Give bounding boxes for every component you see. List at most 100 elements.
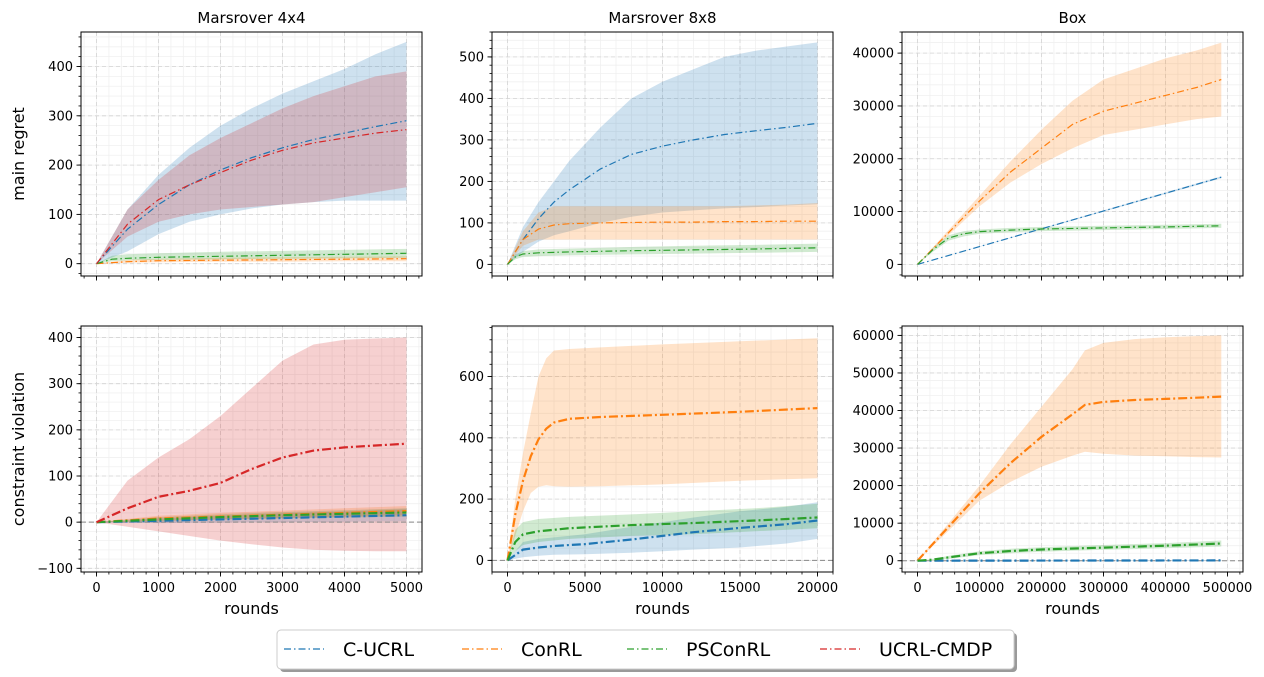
plot-area xyxy=(506,42,818,265)
band-ucrl-cmdp xyxy=(96,71,407,264)
series-line-conrl xyxy=(917,78,1222,265)
series-line-psconrl xyxy=(917,542,1222,562)
band-psconrl xyxy=(917,223,1222,265)
legend-label: UCRL-CMDP xyxy=(879,639,992,661)
y-axis-label: constraint violation xyxy=(9,372,28,526)
ticks xyxy=(897,327,1241,577)
x-tick-label: 10000 xyxy=(642,581,683,596)
y-tick-label: 0 xyxy=(65,516,73,531)
axes-frame xyxy=(80,31,423,277)
band-conrl xyxy=(507,203,818,265)
band-ucrl-cmdp xyxy=(96,337,407,552)
band-conrl xyxy=(917,335,1222,561)
plot-area xyxy=(902,335,1243,562)
legend-label: PSConRL xyxy=(686,639,771,661)
series-line-conrl xyxy=(96,258,407,265)
ticks xyxy=(487,327,834,577)
x-tick-label: 5000 xyxy=(390,581,423,596)
band-conrl xyxy=(96,506,407,523)
series-line-c-ucrl xyxy=(96,514,407,524)
y-tick-label: 300 xyxy=(48,109,73,124)
legend-entry-conrl: ConRL xyxy=(462,639,582,661)
series-line-ucrl-cmdp xyxy=(96,442,407,524)
y-tick-label: 50000 xyxy=(853,366,894,381)
plot-area xyxy=(917,42,1222,265)
y-tick-label: 40000 xyxy=(853,47,894,62)
y-tick-label: 600 xyxy=(459,370,484,385)
series-line-c-ucrl xyxy=(917,176,1222,265)
band-psconrl xyxy=(917,540,1222,561)
chart-panel-5: 0 5000 10000 15000 20000 0 200 400 600 rounds xyxy=(459,325,838,618)
chart-panel-6: 0 100000 200000 300000 400000 500000 0 10000 200… xyxy=(853,325,1253,618)
band-c-ucrl xyxy=(507,502,818,561)
legend-label: C-UCRL xyxy=(343,639,414,661)
y-tick-label: 0 xyxy=(65,257,73,272)
legend-entry-c-ucrl: C-UCRL xyxy=(284,639,414,661)
y-tick-label: 100 xyxy=(48,470,73,485)
y-tick-label: 500 xyxy=(459,50,484,65)
y-tick-label: 0 xyxy=(476,554,484,569)
x-tick-label: 100000 xyxy=(955,581,1005,596)
y-tick-label: 300 xyxy=(459,133,484,148)
band-conrl xyxy=(917,42,1222,265)
series-line-conrl xyxy=(916,395,1222,562)
band-psconrl xyxy=(507,503,818,561)
y-tick-label: 200 xyxy=(459,493,484,508)
axes-frame xyxy=(901,325,1244,573)
band-c-ucrl xyxy=(96,41,407,264)
ticks xyxy=(76,36,420,281)
chart-panel-3: 0 10000 20000 30000 40000 Box xyxy=(853,9,1244,281)
series-line-c-ucrl xyxy=(506,122,818,265)
legend-entry-ucrl-cmdp: UCRL-CMDP xyxy=(820,639,992,661)
x-tick-label: 5000 xyxy=(568,581,601,596)
y-tick-label: 10000 xyxy=(853,517,894,532)
y-tick-label: 400 xyxy=(48,331,73,346)
plot-area xyxy=(96,41,407,265)
y-tick-label: 0 xyxy=(886,258,894,273)
chart-panel-4: 0 1000 2000 3000 4000 5000 −100 0 100 200 300 400 ro… xyxy=(9,325,423,618)
plot-area xyxy=(492,338,833,562)
series-line-conrl xyxy=(506,220,818,265)
y-tick-label: 20000 xyxy=(853,479,894,494)
grid xyxy=(81,32,422,276)
y-tick-label: 200 xyxy=(459,175,484,190)
x-tick-label: 0 xyxy=(92,581,100,596)
y-tick-label: 200 xyxy=(48,423,73,438)
series-line-ucrl-cmdp xyxy=(96,129,407,265)
y-tick-label: 400 xyxy=(459,92,484,107)
y-tick-label: 400 xyxy=(48,60,73,75)
x-tick-label: 1000 xyxy=(142,581,175,596)
y-tick-label: 60000 xyxy=(853,329,894,344)
y-tick-label: 100 xyxy=(48,208,73,223)
x-axis-label: rounds xyxy=(635,599,690,618)
axes-frame xyxy=(901,31,1244,277)
series-line-c-ucrl xyxy=(506,519,818,562)
plot-area xyxy=(81,337,422,552)
panel-title: Marsrover 4x4 xyxy=(197,9,305,27)
panel-title: Marsrover 8x8 xyxy=(608,9,716,27)
ticks xyxy=(897,31,1241,281)
y-tick-label: 30000 xyxy=(853,99,894,114)
x-tick-label: 20000 xyxy=(797,581,838,596)
y-tick-label: 400 xyxy=(459,431,484,446)
x-tick-label: 15000 xyxy=(719,581,760,596)
ticks xyxy=(76,327,420,577)
band-c-ucrl xyxy=(507,42,818,265)
x-tick-label: 2000 xyxy=(204,581,237,596)
y-tick-label: 0 xyxy=(886,554,894,569)
y-tick-label: 200 xyxy=(48,159,73,174)
ticks xyxy=(487,31,834,281)
y-tick-label: 30000 xyxy=(853,442,894,457)
x-tick-label: 500000 xyxy=(1203,581,1253,596)
series-line-c-ucrl xyxy=(96,120,407,265)
panel-title: Box xyxy=(1059,9,1087,27)
y-tick-label: 40000 xyxy=(853,404,894,419)
x-tick-label: 0 xyxy=(913,581,921,596)
grid xyxy=(492,32,833,276)
grid xyxy=(902,32,1243,276)
legend: C-UCRL ConRL PSConRL UCRL-CMDP xyxy=(276,629,1017,672)
x-tick-label: 3000 xyxy=(266,581,299,596)
y-tick-label: 10000 xyxy=(853,205,894,220)
band-c-ucrl xyxy=(917,176,1222,265)
